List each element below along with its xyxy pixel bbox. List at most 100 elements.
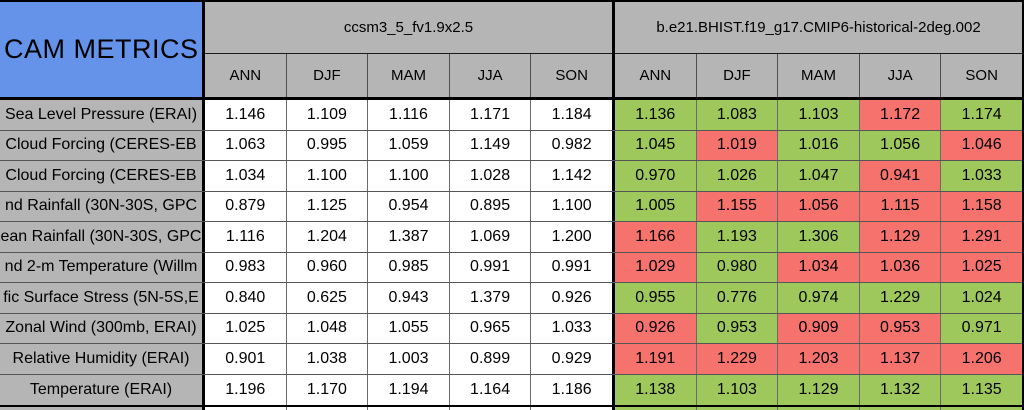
baseline-value-cell: 0.879 xyxy=(205,191,287,221)
compare-value-cell: 0.953 xyxy=(859,313,942,343)
compare-value-cell: 0.909 xyxy=(778,313,860,343)
baseline-value-cell: 1.003 xyxy=(368,344,450,374)
metric-label: Temperature (ERAI) xyxy=(0,374,205,405)
compare-value-cell: 1.206 xyxy=(941,344,1022,374)
group-name-compare: b.e21.BHIST.f19_g17.CMIP6-historical-2de… xyxy=(615,2,1022,54)
compare-cells: 1.029 0.980 1.034 1.036 1.025 xyxy=(615,252,1022,282)
compare-value-cell: 1.191 xyxy=(615,344,697,374)
baseline-value-cell: 0.991 xyxy=(449,252,532,282)
baseline-value-cell: 0.625 xyxy=(286,283,369,313)
compare-value-cell: 0.974 xyxy=(778,283,860,313)
compare-value-cell: 1.129 xyxy=(859,222,942,252)
baseline-cells: 1.025 1.048 1.055 0.965 1.033 xyxy=(205,313,615,343)
table-bottom-border xyxy=(0,405,1022,407)
compare-value-cell: 1.019 xyxy=(696,130,779,160)
compare-value-cell: 1.138 xyxy=(615,374,697,405)
baseline-value-cell: 1.184 xyxy=(531,100,612,130)
compare-value-cell: 1.229 xyxy=(859,283,942,313)
baseline-cells: 1.196 1.170 1.194 1.164 1.186 xyxy=(205,374,615,405)
table-row: nd 2-m Temperature (Willm 0.983 0.960 0.985… xyxy=(0,252,1022,283)
compare-cells: 1.191 1.229 1.203 1.137 1.206 xyxy=(615,344,1022,374)
metric-label: Cloud Forcing (CERES-EB xyxy=(0,161,205,191)
compare-value-cell: 1.155 xyxy=(696,191,779,221)
compare-value-cell: 1.158 xyxy=(941,191,1022,221)
compare-cells: 1.136 1.083 1.103 1.172 1.174 xyxy=(615,100,1022,130)
season-header: SON xyxy=(555,67,588,84)
compare-value-cell: 1.033 xyxy=(941,161,1022,191)
compare-value-cell: 1.174 xyxy=(941,100,1022,130)
compare-value-cell: 1.036 xyxy=(859,252,942,282)
season-header: ANN xyxy=(615,54,697,97)
table-row: nd Rainfall (30N-30S, GPC 0.879 1.125 0.954… xyxy=(0,191,1022,222)
baseline-value-cell: 1.186 xyxy=(531,374,612,405)
baseline-value-cell: 0.840 xyxy=(205,283,287,313)
compare-value-cell: 1.056 xyxy=(778,191,860,221)
compare-value-cell: 1.306 xyxy=(778,222,860,252)
compare-value-cell: 1.045 xyxy=(615,130,697,160)
compare-value-cell: 1.029 xyxy=(615,252,697,282)
baseline-value-cell: 1.194 xyxy=(368,374,450,405)
baseline-value-cell: 1.025 xyxy=(205,313,287,343)
table-body: Sea Level Pressure (ERAI) 1.146 1.109 1.116… xyxy=(0,100,1022,405)
metric-label: nd Rainfall (30N-30S, GPC xyxy=(0,191,205,221)
baseline-value-cell: 1.055 xyxy=(368,313,450,343)
compare-value-cell: 1.129 xyxy=(778,374,860,405)
metric-label: Zonal Wind (300mb, ERAI) xyxy=(0,313,205,343)
compare-value-cell: 1.046 xyxy=(941,130,1022,160)
baseline-value-cell: 1.149 xyxy=(449,130,532,160)
season-header: MAM xyxy=(368,54,450,97)
column-group-baseline: ccsm3_5_fv1.9x2.5 ANN DJF MAM JJA SON xyxy=(205,2,615,97)
column-group-compare: b.e21.BHIST.f19_g17.CMIP6-historical-2de… xyxy=(615,2,1022,97)
baseline-value-cell: 1.038 xyxy=(286,344,369,374)
compare-cells: 1.005 1.155 1.056 1.115 1.158 xyxy=(615,191,1022,221)
compare-value-cell: 1.016 xyxy=(778,130,860,160)
baseline-value-cell: 1.048 xyxy=(286,313,369,343)
compare-cells: 1.045 1.019 1.016 1.056 1.046 xyxy=(615,130,1022,160)
compare-cells: 0.926 0.953 0.909 0.953 0.971 xyxy=(615,313,1022,343)
compare-value-cell: 1.103 xyxy=(696,374,779,405)
metric-label: Cloud Forcing (CERES-EB xyxy=(0,130,205,160)
compare-value-cell: 1.166 xyxy=(615,222,697,252)
baseline-value-cell: 1.063 xyxy=(205,130,287,160)
baseline-value-cell: 0.926 xyxy=(531,283,612,313)
baseline-value-cell: 0.960 xyxy=(286,252,369,282)
baseline-value-cell: 1.125 xyxy=(286,191,369,221)
compare-value-cell: 1.193 xyxy=(696,222,779,252)
partial-row-compare-cells xyxy=(615,407,1022,410)
baseline-value-cell: 1.059 xyxy=(368,130,450,160)
compare-value-cell: 1.034 xyxy=(778,252,860,282)
baseline-value-cell: 0.899 xyxy=(449,344,532,374)
metric-label: fic Surface Stress (5N-5S,E xyxy=(0,283,205,313)
table-row: Temperature (ERAI) 1.196 1.170 1.194 1.164 1.… xyxy=(0,374,1022,405)
compare-value-cell: 1.083 xyxy=(696,100,779,130)
compare-value-cell: 1.056 xyxy=(859,130,942,160)
baseline-cells: 1.034 1.100 1.100 1.028 1.142 xyxy=(205,161,615,191)
baseline-value-cell: 1.100 xyxy=(368,161,450,191)
baseline-value-cell: 0.982 xyxy=(531,130,612,160)
partial-row-label xyxy=(0,407,205,410)
compare-value-cell: 1.291 xyxy=(941,222,1022,252)
partial-next-row xyxy=(0,407,1022,410)
partial-row-cell xyxy=(368,407,450,410)
group-name-baseline: ccsm3_5_fv1.9x2.5 xyxy=(205,2,612,54)
compare-cells: 0.955 0.776 0.974 1.229 1.024 xyxy=(615,283,1022,313)
table-row: Cloud Forcing (CERES-EB 1.063 0.995 1.059 1.… xyxy=(0,130,1022,161)
baseline-value-cell: 1.069 xyxy=(449,222,532,252)
compare-cells: 1.138 1.103 1.129 1.132 1.135 xyxy=(615,374,1022,405)
compare-value-cell: 1.005 xyxy=(615,191,697,221)
metric-label: nd 2-m Temperature (Willm xyxy=(0,252,205,282)
baseline-cells: 1.116 1.204 1.387 1.069 1.200 xyxy=(205,222,615,252)
baseline-cells: 0.983 0.960 0.985 0.991 0.991 xyxy=(205,252,615,282)
table-row: Relative Humidity (ERAI) 0.901 1.038 1.003 0… xyxy=(0,344,1022,375)
metric-label: Relative Humidity (ERAI) xyxy=(0,344,205,374)
compare-value-cell: 1.203 xyxy=(778,344,860,374)
compare-value-cell: 1.137 xyxy=(859,344,942,374)
table-header: CAM METRICS ccsm3_5_fv1.9x2.5 ANN DJF MAM J… xyxy=(0,2,1022,100)
compare-value-cell: 1.024 xyxy=(941,283,1022,313)
metric-label: ean Rainfall (30N-30S, GPC xyxy=(0,222,205,252)
baseline-value-cell: 1.196 xyxy=(205,374,287,405)
baseline-value-cell: 1.204 xyxy=(286,222,369,252)
partial-row-cell xyxy=(286,407,369,410)
baseline-value-cell: 1.171 xyxy=(449,100,532,130)
season-header-row-compare: ANN DJF MAM JJA SON xyxy=(615,54,1022,97)
